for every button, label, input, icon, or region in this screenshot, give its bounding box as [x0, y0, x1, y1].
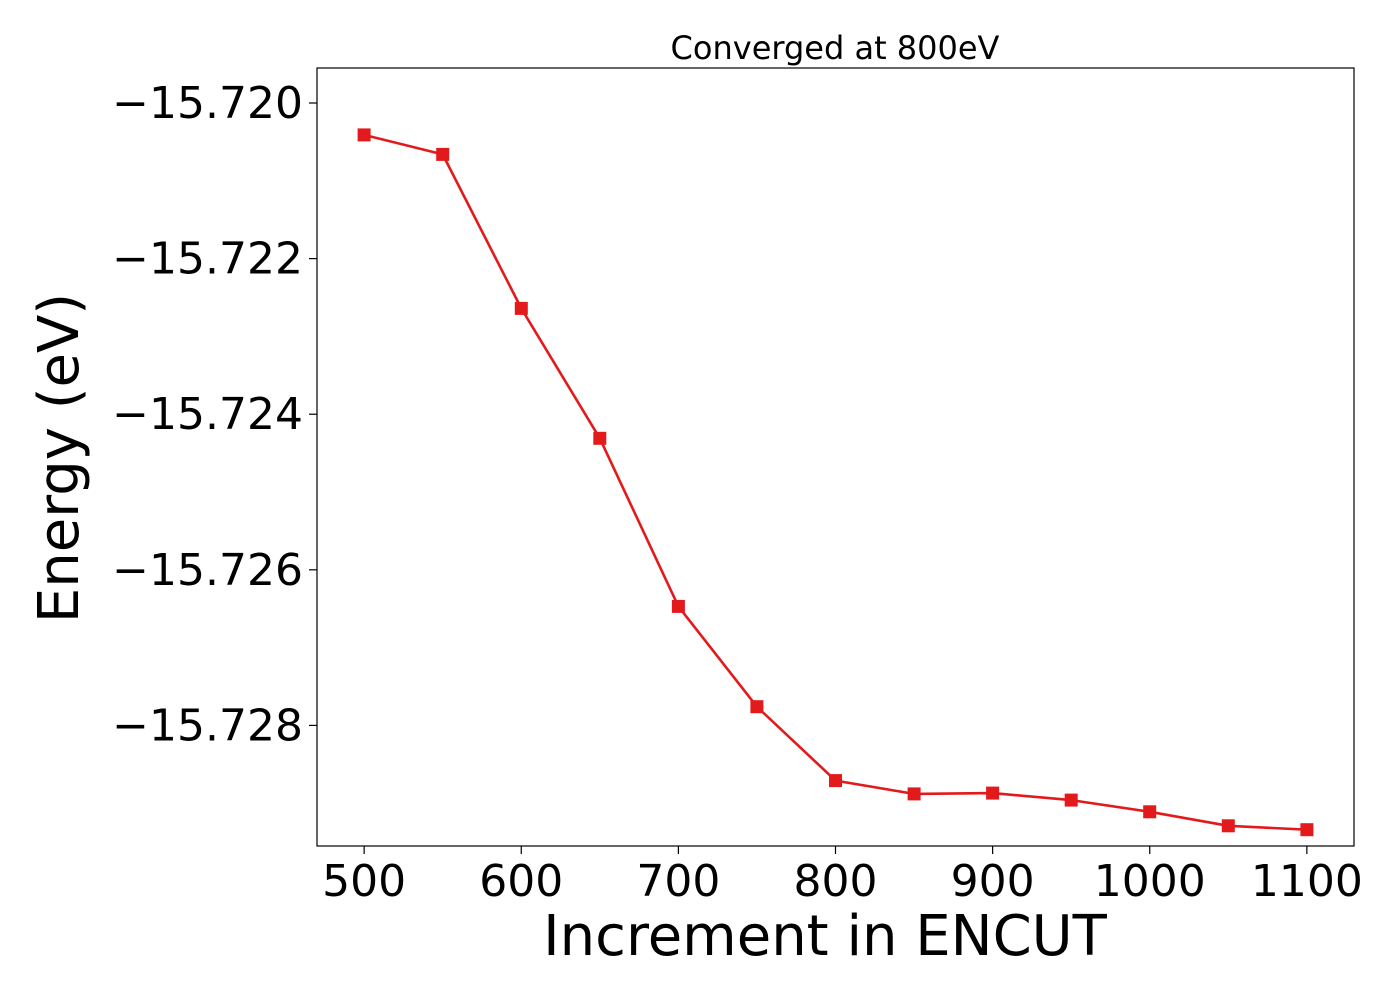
- data-point: [593, 431, 607, 445]
- data-point: [1143, 805, 1157, 819]
- data-point: [357, 128, 371, 142]
- y-tick-label: −15.726: [112, 545, 303, 596]
- x-tick-label: 600: [479, 856, 563, 907]
- data-point: [1300, 823, 1314, 837]
- data-point: [1221, 819, 1235, 833]
- x-tick-label: 900: [951, 856, 1035, 907]
- x-tick-label: 800: [794, 856, 878, 907]
- x-tick-label: 700: [636, 856, 720, 907]
- data-point: [514, 301, 528, 315]
- data-point: [1064, 793, 1078, 807]
- y-tick-label: −15.722: [112, 234, 303, 285]
- x-tick-label: 1100: [1251, 856, 1363, 907]
- data-point: [986, 786, 1000, 800]
- axis-ticks: 500 600 700 800 900 1000 1100 −15.720 −15.722 −15…: [112, 78, 1363, 907]
- data-point: [436, 147, 450, 161]
- plot-frame: [316, 67, 1355, 847]
- y-tick-label: −15.724: [112, 389, 303, 440]
- series-line: [363, 133, 1307, 831]
- x-tick-label: 1000: [1094, 856, 1206, 907]
- y-tick-label: −15.728: [112, 700, 303, 751]
- data-point: [829, 774, 842, 788]
- x-tick-label: 500: [322, 856, 406, 907]
- data-point: [750, 700, 764, 714]
- data-point: [907, 787, 921, 801]
- y-tick-label: −15.720: [112, 78, 303, 129]
- y-axis-title: Energy (eV): [27, 293, 92, 623]
- data-point: [671, 599, 685, 613]
- plot-area: [316, 67, 1355, 847]
- x-axis-title: Increment in ENCUT: [543, 904, 1108, 969]
- chart-title: Converged at 800eV: [671, 29, 1000, 67]
